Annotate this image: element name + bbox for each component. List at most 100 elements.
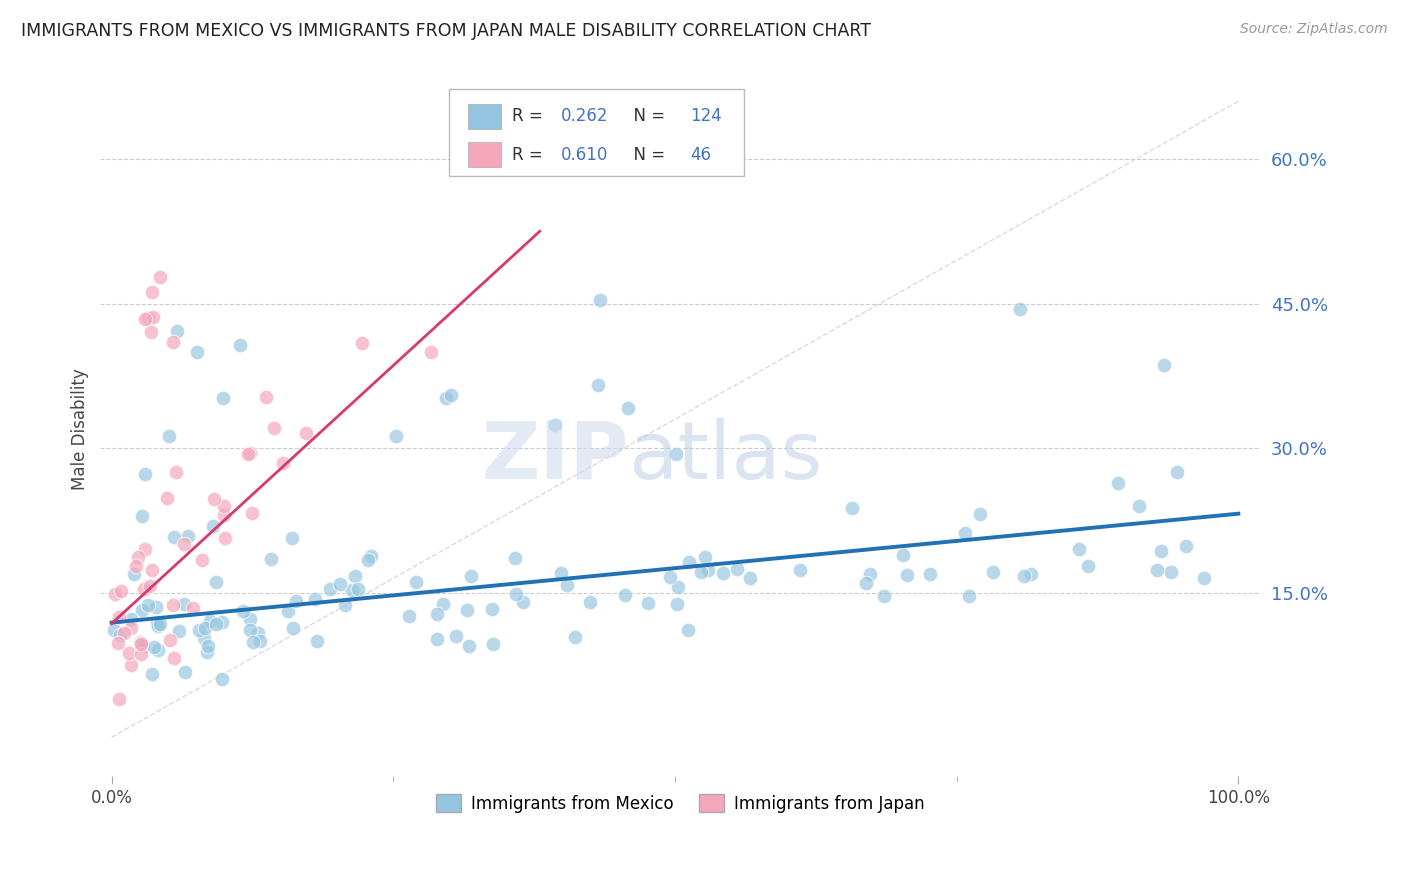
Point [134,312,156,326]
Point [1166,465,1188,479]
Point [204,616,226,631]
Point [146,618,169,632]
Point [108,628,131,642]
Point [281,531,304,545]
Text: 46: 46 [690,145,711,163]
Point [891,548,914,562]
Point [131,602,153,616]
Point [426,632,449,646]
Point [695,549,717,564]
Point [1107,476,1129,491]
Point [120,658,142,673]
Point [239,612,262,626]
Point [740,570,762,584]
FancyBboxPatch shape [449,89,744,176]
Point [697,563,720,577]
Point [162,598,184,612]
Point [458,640,481,654]
Point [174,665,197,679]
Point [132,582,155,596]
Point [141,563,163,577]
Point [1192,571,1215,585]
Point [918,567,941,582]
Point [557,578,579,592]
Point [1077,558,1099,573]
Point [859,567,882,582]
Point [503,551,526,566]
Point [139,325,162,339]
Point [329,576,352,591]
Text: 0.610: 0.610 [561,145,609,163]
Point [277,604,299,618]
Point [186,344,208,359]
Point [658,570,681,584]
Point [665,597,688,611]
Point [127,550,149,565]
Point [969,507,991,521]
Text: 0.262: 0.262 [561,107,609,125]
Text: N =: N = [623,107,671,125]
Point [145,599,167,614]
Point [194,621,217,635]
Point [239,623,262,637]
Point [254,390,277,404]
Point [613,588,636,602]
Point [357,552,380,566]
Point [117,646,139,660]
Point [198,614,221,628]
Point [1146,563,1168,577]
Point [1160,565,1182,579]
Point [212,499,235,513]
Point [242,634,264,648]
Point [173,537,195,551]
Point [188,623,211,637]
Point [148,616,170,631]
Point [564,630,586,644]
Point [120,621,142,635]
Text: IMMIGRANTS FROM MEXICO VS IMMIGRANTS FROM JAPAN MALE DISABILITY CORRELATION CHAR: IMMIGRANTS FROM MEXICO VS IMMIGRANTS FRO… [21,22,872,40]
Point [617,401,640,416]
Point [460,569,482,583]
Text: R =: R = [512,107,548,125]
Point [181,600,204,615]
Point [202,518,225,533]
Point [211,672,233,686]
Point [360,549,382,563]
Point [505,587,527,601]
Point [141,667,163,681]
Point [159,633,181,648]
Point [239,446,262,460]
Point [138,579,160,593]
Point [343,569,366,583]
Point [134,542,156,557]
Point [711,566,734,580]
Point [131,508,153,523]
Point [579,595,602,609]
Point [665,447,688,461]
Text: R =: R = [512,145,548,163]
Point [107,636,129,650]
Point [346,582,368,596]
Point [589,293,612,307]
Point [1174,540,1197,554]
Point [873,589,896,603]
Point [512,594,534,608]
Point [141,285,163,299]
Point [149,269,172,284]
Point [167,624,190,638]
Point [173,597,195,611]
Point [236,447,259,461]
Point [1014,569,1036,583]
Point [129,635,152,649]
Point [125,558,148,573]
Point [110,583,132,598]
Point [855,575,877,590]
Point [122,567,145,582]
Point [426,607,449,622]
Point [112,626,135,640]
Point [104,587,127,601]
Point [246,626,269,640]
Point [957,589,980,603]
Point [162,335,184,350]
Y-axis label: Male Disability: Male Disability [72,368,89,490]
